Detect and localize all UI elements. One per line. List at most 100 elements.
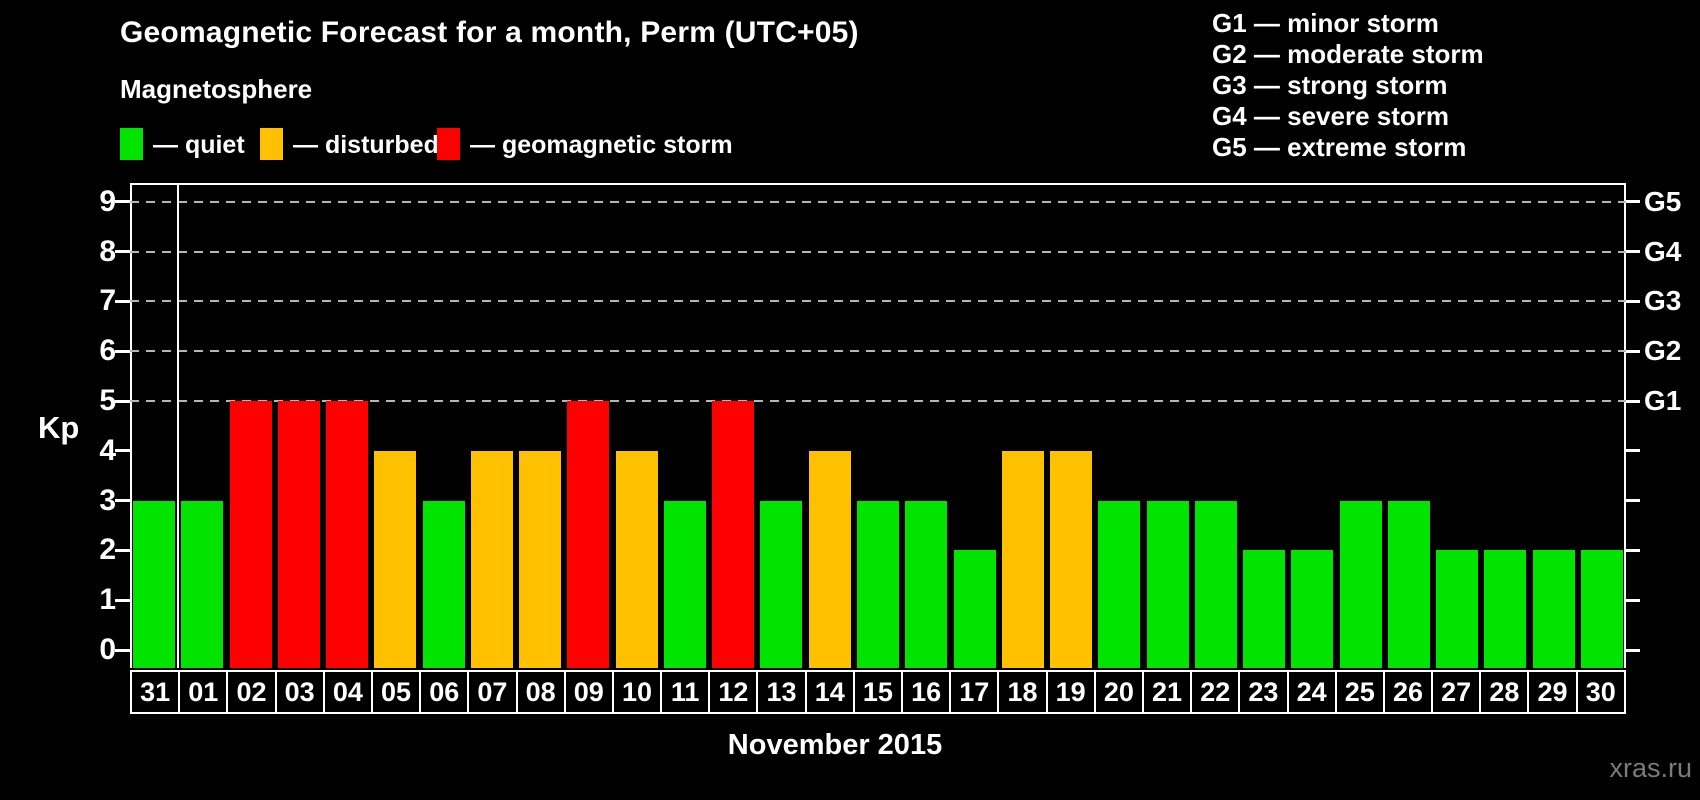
legend-label-quiet: — quiet (153, 131, 245, 159)
day-label-14: 14 (807, 672, 855, 712)
quiet-swatch-icon (120, 128, 143, 160)
day-label-11: 11 (662, 672, 711, 712)
day-label-03: 03 (277, 672, 325, 712)
kp-bar-day-01 (181, 500, 224, 668)
disturbed-swatch-icon (260, 128, 283, 160)
month-separator-line (177, 183, 180, 668)
gridline (130, 200, 1626, 203)
day-label-18: 18 (999, 672, 1048, 712)
gridline (130, 400, 1626, 402)
y-axis-tick (115, 299, 130, 303)
day-label-25: 25 (1337, 672, 1385, 712)
kp-bar-day-28 (1484, 550, 1527, 668)
chart-subtitle: Magnetosphere (120, 74, 313, 104)
g-legend-line-g4: G4 — severe storm (1212, 101, 1450, 131)
kp-bar-day-26 (1387, 500, 1430, 668)
kp-bar-day-18 (1001, 450, 1044, 668)
kp-bar-day-27 (1436, 550, 1479, 668)
kp-bar-day-06 (422, 500, 465, 668)
x-axis-title: November 2015 (727, 729, 943, 761)
y-axis-tick-label: 6 (99, 334, 116, 368)
g-legend-line-g1: G1 — minor storm (1212, 8, 1439, 38)
day-label-06: 06 (421, 672, 470, 712)
y-axis-tick-right (1626, 250, 1640, 254)
y-axis-tick (115, 399, 130, 403)
legend-item-quiet: — quiet (120, 128, 390, 162)
plot-frame (130, 183, 1626, 668)
y-axis-tick-right (1626, 349, 1640, 353)
y-axis-tick-right (1626, 449, 1640, 453)
day-label-15: 15 (855, 672, 903, 712)
right-axis-g-label: G2 (1644, 335, 1682, 367)
kp-bar-day-05 (374, 450, 417, 668)
right-axis-g-label: G5 (1644, 185, 1682, 217)
y-axis-tick-label: 1 (99, 583, 116, 617)
y-axis-tick-label: 2 (99, 533, 116, 567)
gridline (130, 350, 1626, 353)
kp-bar-day-11 (663, 500, 706, 668)
kp-bar-day-29 (1532, 550, 1575, 668)
watermark: xras.ru (1609, 753, 1692, 783)
x-axis-day-labels: 31 01 02 03 04 05 06 07 08 09 10 11 12 13 14 15 16 17 18 19… (130, 670, 1626, 714)
kp-bar-day-22 (1194, 500, 1237, 668)
day-label-20: 20 (1096, 672, 1144, 712)
y-axis-tick-right (1626, 399, 1640, 403)
legend-item-disturbed: — disturbed (260, 128, 560, 162)
kp-bar-day-19 (1050, 450, 1093, 668)
gridline (130, 300, 1626, 303)
legend-label-storm: — geomagnetic storm (470, 131, 733, 159)
y-axis-tick-right (1626, 548, 1640, 552)
y-axis-tick-label: 5 (99, 384, 116, 417)
kp-bar-day-02 (229, 401, 272, 668)
y-axis-tick (115, 548, 130, 552)
kp-bar-day-23 (1243, 550, 1286, 668)
kp-bar-day-31 (133, 500, 176, 668)
day-label-24: 24 (1289, 672, 1337, 712)
kp-bar-day-08 (519, 450, 562, 668)
g-scale-legend: G1 — minor storm G2 — moderate storm G3 … (1212, 8, 1484, 163)
right-axis-g-label: G1 (1644, 385, 1682, 416)
y-axis-tick-label: 8 (99, 234, 116, 268)
y-axis-tick (115, 598, 130, 602)
y-axis-tick-label: 9 (99, 184, 116, 218)
day-label-08: 08 (518, 672, 566, 712)
kp-bar-day-21 (1146, 500, 1189, 668)
day-label-17: 17 (951, 672, 1000, 712)
kp-bar-day-09 (567, 401, 610, 668)
kp-bar-day-16 (905, 500, 948, 668)
kp-bar-day-30 (1580, 550, 1623, 668)
day-label-23: 23 (1240, 672, 1289, 712)
y-axis-title: Kp (38, 410, 80, 445)
y-axis-tick (115, 499, 130, 503)
day-label-10: 10 (614, 672, 663, 712)
legend-label-disturbed: — disturbed (293, 131, 439, 159)
kp-bar-day-13 (760, 500, 803, 668)
y-axis-tick-right (1626, 598, 1640, 602)
kp-bar-day-24 (1291, 550, 1334, 668)
y-axis-tick (115, 250, 130, 254)
y-axis-tick (115, 648, 130, 652)
g-legend-line-g5: G5 — extreme storm (1212, 132, 1467, 162)
y-axis-tick (115, 349, 130, 353)
day-label-09: 09 (566, 672, 614, 712)
y-axis-tick-label: 0 (99, 633, 116, 666)
storm-swatch-icon (437, 128, 460, 160)
day-label-22: 22 (1192, 672, 1241, 712)
kp-bar-day-20 (1098, 500, 1141, 668)
chart-title: Geomagnetic Forecast for a month, Perm (… (120, 16, 859, 49)
y-axis-tick-right (1626, 648, 1640, 652)
kp-bar-day-10 (615, 450, 658, 668)
y-axis-tick-label: 4 (99, 433, 116, 467)
y-axis-tick-right (1626, 299, 1640, 303)
day-label-21: 21 (1144, 672, 1193, 712)
day-label-27: 27 (1433, 672, 1482, 712)
kp-bar-day-15 (857, 500, 899, 668)
g-legend-line-g3: G3 — strong storm (1212, 70, 1448, 100)
kp-bar-day-17 (953, 550, 996, 668)
day-label-28: 28 (1481, 672, 1530, 712)
kp-bar-day-12 (712, 401, 755, 668)
day-label-29: 29 (1529, 672, 1578, 712)
legend-item-storm: — geomagnetic storm (437, 128, 857, 162)
day-label-13: 13 (758, 672, 807, 712)
